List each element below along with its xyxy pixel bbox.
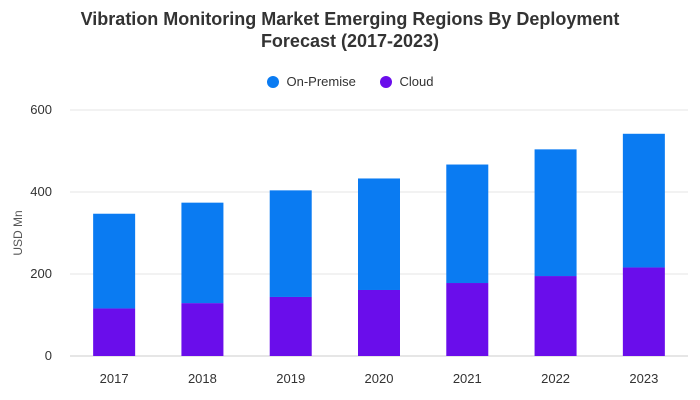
bar-on-premise-2022[interactable]	[534, 149, 577, 277]
chart-title-line2: Forecast (2017-2023)	[260, 31, 440, 51]
bar-on-premise-2023[interactable]	[622, 133, 665, 268]
bar-cloud-2019[interactable]	[269, 296, 312, 356]
legend: On-Premise Cloud	[0, 74, 700, 91]
bar-on-premise-2019[interactable]	[269, 190, 312, 297]
legend-item-cloud[interactable]: Cloud	[379, 74, 434, 89]
bar-cloud-2021[interactable]	[446, 283, 489, 356]
y-axis-title: USD Mn	[11, 210, 25, 255]
legend-swatch-on-premise	[266, 75, 279, 88]
bar-on-premise-2018[interactable]	[181, 202, 224, 304]
y-tick-label: 400	[30, 184, 52, 199]
legend-label-on-premise: On-Premise	[286, 74, 356, 89]
legend-swatch-cloud	[379, 75, 392, 88]
x-tick-label: 2021	[453, 371, 482, 386]
y-tick-label: 200	[30, 266, 52, 281]
x-tick-label: 2019	[276, 371, 305, 386]
x-tick-label: 2018	[188, 371, 217, 386]
legend-label-cloud: Cloud	[399, 74, 434, 89]
chart-title-line1: Vibration Monitoring Market Emerging Reg…	[80, 9, 620, 29]
legend-item-on-premise[interactable]: On-Premise	[266, 74, 356, 89]
bar-cloud-2020[interactable]	[358, 289, 400, 356]
bar-cloud-2017[interactable]	[93, 308, 136, 356]
x-tick-label: 2022	[541, 371, 570, 386]
x-tick-label: 2020	[365, 371, 394, 386]
bars	[93, 133, 665, 356]
bar-on-premise-2020[interactable]	[358, 178, 400, 290]
x-tick-label: 2023	[629, 371, 658, 386]
bar-on-premise-2017[interactable]	[93, 213, 136, 309]
x-tick-label: 2017	[100, 371, 129, 386]
y-tick-labels: 0 200 400 600	[30, 102, 52, 363]
bar-cloud-2018[interactable]	[181, 303, 224, 356]
y-tick-label: 0	[45, 348, 52, 363]
chart-title: Vibration Monitoring Market Emerging Reg…	[0, 8, 700, 52]
bar-cloud-2022[interactable]	[534, 276, 577, 356]
y-tick-label: 600	[30, 102, 52, 117]
bar-cloud-2023[interactable]	[622, 267, 665, 356]
bar-on-premise-2021[interactable]	[446, 164, 489, 284]
x-tick-labels: 2017 2018 2019 2020 2021 2022 2023	[100, 371, 659, 386]
